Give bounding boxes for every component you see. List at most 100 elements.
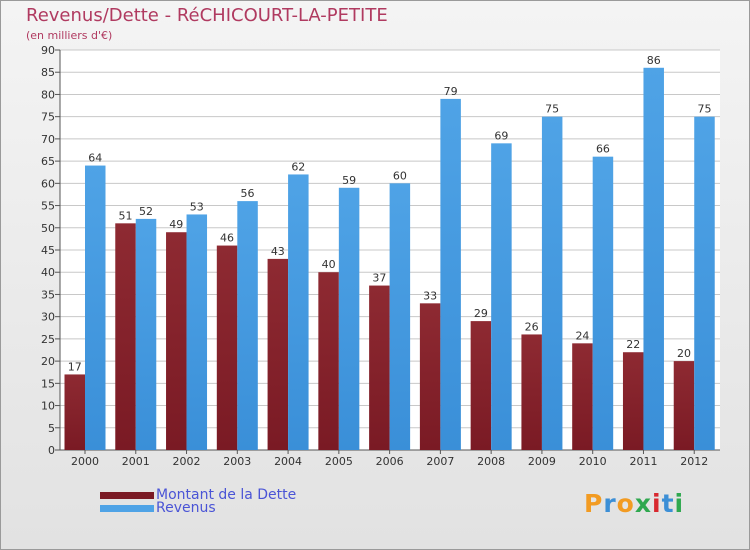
data-label-revenue: 53 <box>190 200 204 213</box>
y-tick-label: 5 <box>48 422 55 435</box>
data-label-debt: 43 <box>271 245 285 258</box>
legend-item-debt: Montant de la Dette <box>100 487 296 503</box>
x-tick-label: 2000 <box>71 455 99 468</box>
bar-revenue <box>85 165 106 451</box>
bar-revenue <box>491 143 512 451</box>
bar-revenue <box>135 218 157 450</box>
logo-letter: r <box>603 489 617 518</box>
bar-debt <box>419 303 441 450</box>
bar-revenue <box>643 67 664 451</box>
data-label-revenue: 52 <box>139 205 153 218</box>
bar-revenue <box>541 116 563 451</box>
data-label-debt: 29 <box>474 307 488 320</box>
x-tick-label: 2008 <box>477 455 505 468</box>
y-tick-label: 90 <box>41 44 55 57</box>
y-tick-label: 55 <box>41 200 55 213</box>
x-tick-label: 2007 <box>426 455 454 468</box>
y-tick-label: 0 <box>48 444 55 457</box>
data-label-revenue: 59 <box>342 174 356 187</box>
data-label-revenue: 64 <box>88 152 102 165</box>
x-tick-label: 2002 <box>173 455 201 468</box>
data-label-debt: 37 <box>372 272 386 285</box>
x-tick-label: 2011 <box>629 455 657 468</box>
y-tick-label: 70 <box>41 133 55 146</box>
x-tick-label: 2009 <box>528 455 556 468</box>
bar-revenue <box>389 183 411 451</box>
legend-swatch-revenue <box>100 504 154 512</box>
data-label-debt: 40 <box>322 258 336 271</box>
y-tick-label: 45 <box>41 244 55 257</box>
bar-revenue <box>288 174 309 450</box>
y-tick-label: 65 <box>41 155 55 168</box>
y-tick-label: 25 <box>41 333 55 346</box>
y-tick-label: 30 <box>41 311 55 324</box>
x-tick-label: 2012 <box>680 455 708 468</box>
bar-debt <box>572 343 593 450</box>
data-label-debt: 49 <box>169 218 183 231</box>
data-label-debt: 22 <box>626 338 640 351</box>
x-tick-label: 2005 <box>325 455 353 468</box>
data-label-debt: 33 <box>423 289 437 302</box>
y-tick-label: 60 <box>41 177 55 190</box>
bar-debt <box>64 374 85 450</box>
bar-debt <box>216 245 238 450</box>
data-label-revenue: 75 <box>697 103 711 116</box>
legend-item-revenue: Revenus <box>100 500 216 516</box>
legend-swatch-debt <box>100 491 154 499</box>
logo-letter: t <box>661 489 675 518</box>
bar-revenue <box>694 116 715 451</box>
data-label-debt: 26 <box>525 320 539 333</box>
y-tick-label: 75 <box>41 111 55 124</box>
bar-debt <box>267 258 289 450</box>
data-label-revenue: 69 <box>494 129 508 142</box>
data-label-revenue: 79 <box>444 85 458 98</box>
bar-debt <box>318 272 339 450</box>
y-tick-label: 20 <box>41 355 55 368</box>
data-label-revenue: 62 <box>291 160 305 173</box>
proxiti-logo: Proxiti <box>584 489 684 518</box>
y-tick-label: 85 <box>41 66 55 79</box>
bar-revenue <box>237 201 258 450</box>
bar-revenue <box>440 98 461 450</box>
data-label-revenue: 56 <box>241 187 255 200</box>
bar-debt <box>166 232 187 450</box>
y-tick-label: 50 <box>41 222 55 235</box>
x-tick-label: 2006 <box>376 455 404 468</box>
bar-debt <box>369 285 390 450</box>
logo-letter: i <box>652 489 662 518</box>
data-label-revenue: 60 <box>393 169 407 182</box>
chart-subtitle: (en milliers d'€) <box>26 29 113 42</box>
bar-debt <box>115 223 136 450</box>
bar-debt <box>622 352 644 450</box>
bar-revenue <box>592 156 614 450</box>
bar-debt <box>470 321 492 450</box>
y-tick-label: 40 <box>41 266 55 279</box>
x-tick-label: 2001 <box>122 455 150 468</box>
y-tick-label: 10 <box>41 400 55 413</box>
bar-debt <box>673 361 695 450</box>
x-tick-label: 2010 <box>579 455 607 468</box>
logo-letter: P <box>584 489 604 518</box>
logo-letter: o <box>616 489 635 518</box>
logo-letter: i <box>674 489 685 518</box>
chart-title: Revenus/Dette - RéCHICOURT-LA-PETITE <box>26 5 388 26</box>
bar-debt <box>521 334 542 450</box>
logo-letter: x <box>634 489 652 518</box>
data-label-revenue: 66 <box>596 143 610 156</box>
data-label-revenue: 86 <box>647 54 661 67</box>
y-tick-label: 15 <box>41 377 55 390</box>
data-label-debt: 51 <box>119 209 133 222</box>
data-label-revenue: 75 <box>545 103 559 116</box>
x-tick-label: 2003 <box>223 455 251 468</box>
data-label-debt: 20 <box>677 347 691 360</box>
legend-label-debt: Montant de la Dette <box>156 487 297 503</box>
data-label-debt: 24 <box>575 329 589 342</box>
bar-revenue <box>186 214 208 450</box>
y-tick-label: 80 <box>41 88 55 101</box>
bar-revenue <box>338 187 360 450</box>
data-label-debt: 17 <box>68 360 82 373</box>
legend-label-revenue: Revenus <box>156 500 216 516</box>
x-tick-label: 2004 <box>274 455 302 468</box>
y-tick-label: 35 <box>41 288 55 301</box>
